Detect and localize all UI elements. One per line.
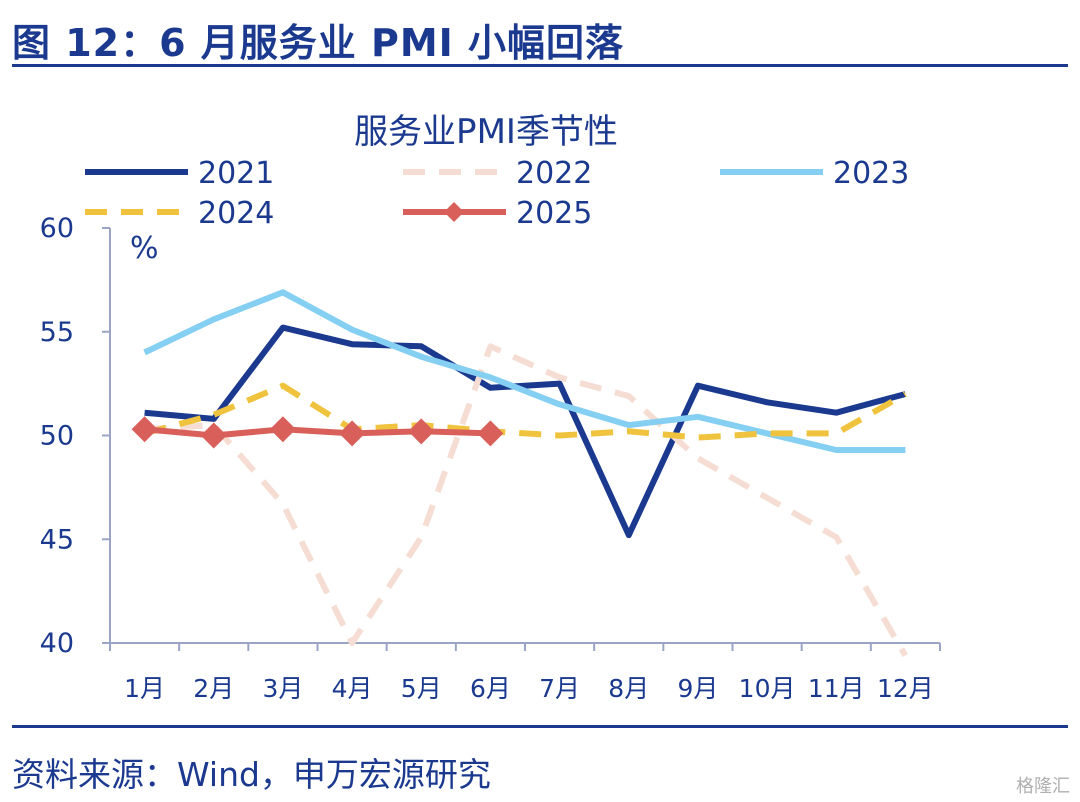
title-rule xyxy=(12,64,1068,67)
x-tick-label: 5月 xyxy=(401,674,442,703)
legend-label-2024: 2024 xyxy=(198,196,274,231)
chart-series xyxy=(131,289,908,658)
series-line-2022 xyxy=(144,343,908,658)
y-tick-label: 55 xyxy=(40,317,74,348)
legend-label-2022: 2022 xyxy=(516,156,592,191)
x-tick-label: 4月 xyxy=(332,674,373,703)
legend-marker-2025 xyxy=(444,202,464,222)
source-rule xyxy=(12,725,1068,728)
x-tick-label: 7月 xyxy=(539,674,580,703)
x-tick-label: 8月 xyxy=(608,674,649,703)
figure-title: 图 12：6 月服务业 PMI 小幅回落 xyxy=(12,21,625,65)
y-tick-label: 60 xyxy=(40,213,74,244)
series-point-2025 xyxy=(131,416,158,443)
chart-title: 服务业PMI季节性 xyxy=(354,112,618,152)
x-tick-label: 1月 xyxy=(124,674,165,703)
x-tick-label: 9月 xyxy=(677,674,718,703)
series-point-2025 xyxy=(200,422,227,449)
legend-label-2023: 2023 xyxy=(833,156,909,191)
series-point-2025 xyxy=(339,420,366,447)
series-line-2025 xyxy=(144,426,491,439)
legend-label-2021: 2021 xyxy=(198,156,274,191)
series-line-2024 xyxy=(143,382,907,441)
y-tick-label: 40 xyxy=(40,628,74,659)
y-tick-label: 45 xyxy=(40,524,74,555)
watermark-logo: 格隆汇 xyxy=(1016,776,1070,797)
x-tick-label: 2月 xyxy=(193,674,234,703)
chart-legend: 2021 2022 2023 2024 2025 xyxy=(85,156,909,231)
y-tick-label: 50 xyxy=(40,421,74,452)
x-tick-label: 6月 xyxy=(470,674,511,703)
legend-label-2025: 2025 xyxy=(516,196,592,231)
y-axis-unit: % xyxy=(130,231,159,266)
series-point-2025 xyxy=(269,416,296,443)
x-tick-label: 11月 xyxy=(808,674,865,703)
chart-axes: 40 45 50 55 60 1月 2月 3月 4月 5月 6月 7月 8月 9月 10月 11月 12月 xyxy=(40,213,941,703)
series-line-2021 xyxy=(144,324,907,539)
x-tick-label: 12月 xyxy=(877,674,934,703)
source-note: 资料来源：Wind，申万宏源研究 xyxy=(12,755,491,794)
x-tick-label: 3月 xyxy=(262,674,303,703)
x-tick-label: 10月 xyxy=(739,674,796,703)
series-point-2025 xyxy=(408,418,435,445)
series-point-2025 xyxy=(477,420,504,447)
series-line-2023 xyxy=(143,289,906,453)
